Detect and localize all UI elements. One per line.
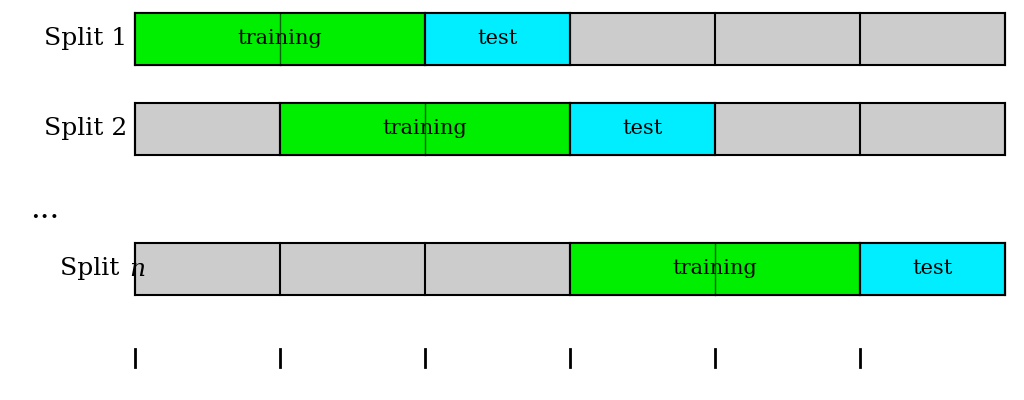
Bar	[570, 243, 860, 295]
Bar	[425, 13, 570, 65]
Text: test: test	[623, 120, 663, 138]
Text: Split 2: Split 2	[44, 118, 127, 140]
Text: training: training	[238, 30, 323, 48]
Text: training: training	[383, 120, 467, 138]
Text: Split 1: Split 1	[44, 28, 127, 50]
Bar	[135, 243, 1005, 295]
Text: ...: ...	[31, 194, 59, 226]
Text: Split: Split	[59, 258, 127, 280]
Text: test: test	[912, 260, 952, 278]
Text: n: n	[129, 258, 145, 280]
Bar	[135, 13, 1005, 65]
Bar	[135, 13, 425, 65]
Text: training: training	[673, 260, 758, 278]
Text: test: test	[477, 30, 518, 48]
Bar	[280, 103, 570, 155]
Bar	[135, 103, 1005, 155]
Bar	[570, 103, 715, 155]
Bar	[860, 243, 1005, 295]
